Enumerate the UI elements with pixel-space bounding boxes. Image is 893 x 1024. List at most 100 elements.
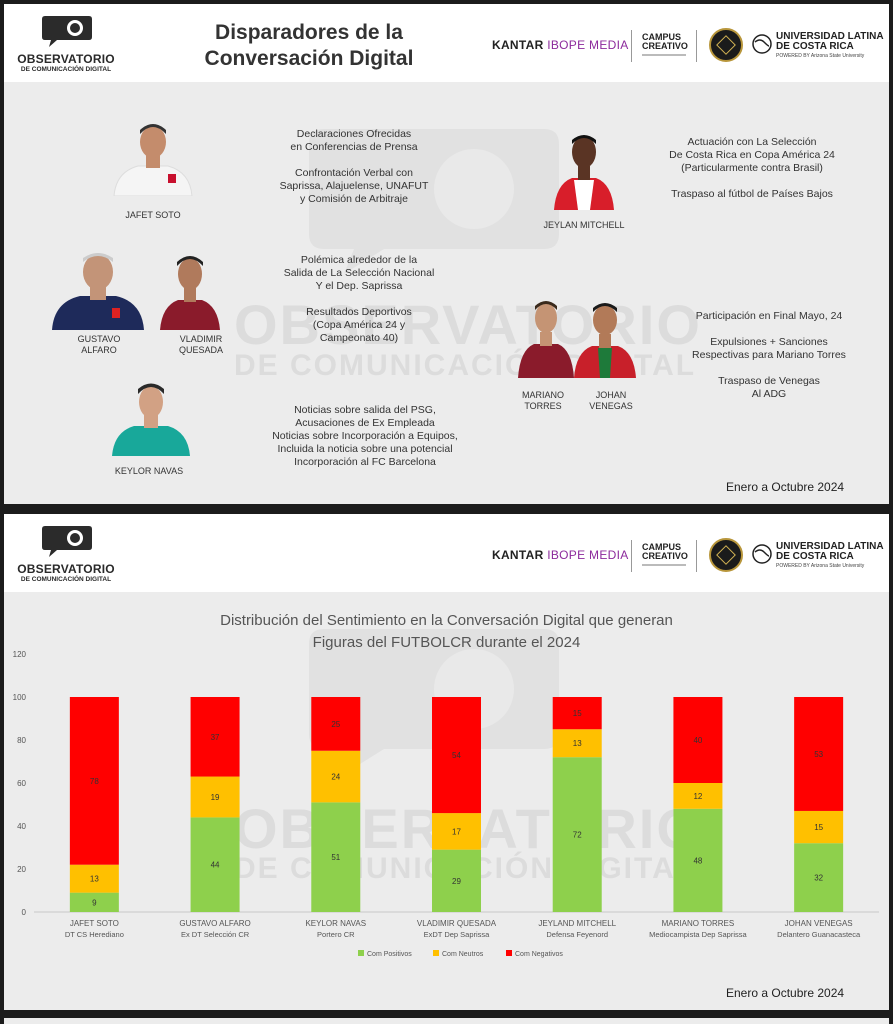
observatorio-logo: OBSERVATORIO DE COMUNICACIÓN DIGITAL [16,524,116,586]
x-tick-sublabel: Mediocampista Dep Saprissa [649,930,747,939]
divider [631,540,632,572]
bar-segment [673,783,723,809]
x-tick-sublabel: Ex DT Selección CR [181,930,250,939]
triggers-panel: OBSERVATORIO DE COMUNICACIÓN DIGITAL Dis… [4,4,889,504]
seal-inner [716,35,736,55]
keylor-navas-label: KEYLOR NAVAS [114,466,184,476]
seal-inner [716,545,736,565]
globe-icon [752,544,772,564]
kantar-logo: KANTAR IBOPE MEDIA [492,548,629,562]
bar-segment [432,849,481,912]
watermark-bubble-icon [309,129,559,274]
y-tick-label: 60 [17,779,26,788]
chart-title: Distribución del Sentimiento en la Conve… [4,610,889,654]
gustavo-vladimir-description: Polémica alrededor de la Salida de La Se… [283,254,435,344]
watermark-title: OBSERVATORIO [234,293,702,356]
ulat-line-2: DE COSTA RICA [776,551,854,562]
jafet-soto-description: Declaraciones Ofrecidas en Conferencias … [279,128,429,205]
ulat-line-1: UNIVERSIDAD LATINA [776,31,884,42]
divider [696,30,697,62]
legend-entry: Com Positivos [367,951,412,958]
x-tick-label: JOHAN VENEGAS [785,919,853,928]
mariano-torres-label: MARIANO TORRES [521,390,564,411]
bar-segment [432,813,481,850]
data-label: 54 [452,751,461,760]
legend-entry: Com Neutros [442,951,484,958]
logo-title: OBSERVATORIO [17,52,115,66]
x-tick-sublabel: Delantero Guanacasteca [777,930,861,939]
observatorio-logo: OBSERVATORIO DE COMUNICACIÓN DIGITAL [16,14,116,76]
bar-segment [673,808,723,912]
mariano-johan-description: Participación en Final Mayo, 24 Expulsio… [692,310,846,400]
gustavo-alfaro-label: GUSTAVO ALFARO [77,334,121,355]
ulat-powered-by: POWERED BY Arizona State University [776,563,865,569]
period-label: Enero a Octubre 2024 [726,480,845,494]
sentiment-stacked-bar-chart: 0 20 40 60 80 100 120 9 13 78 JAFET SOTO DT CS Here… [13,650,879,958]
speech-bubble-icon [42,16,92,47]
bar-segment [311,697,361,751]
campus-underline [642,564,686,566]
vladimir-quesada-label: VLADIMIR QUESADA [178,334,223,355]
data-label: 72 [573,831,582,840]
divider [696,540,697,572]
bar-segment [311,802,361,912]
data-label: 48 [693,856,702,865]
bar-segment [552,757,602,912]
bar-segment [673,697,723,783]
data-label: 15 [573,709,582,718]
data-label: 13 [90,875,99,884]
y-tick-label: 40 [17,822,26,831]
campus-line-2: CREATIVO [642,551,688,561]
campus-line-1: CAMPUS [642,32,682,42]
bar-segment [552,729,602,758]
data-label: 37 [211,733,220,742]
university-seal-icon [709,538,743,572]
johan-venegas-photo [574,303,636,378]
keylor-navas-photo [112,383,190,456]
vladimir-quesada-photo [160,256,220,330]
data-label: 78 [90,777,99,786]
chart-title-line-2: Figuras del FUTBOLCR durante el 2024 [312,634,581,651]
title-line-1: Disparadores de la [215,21,403,44]
bar-segment [552,697,602,730]
ulatina-logo: UNIVERSIDAD LATINA DE COSTA RICA [776,32,884,52]
mariano-torres-photo [518,301,574,378]
ibope-text: IBOPE MEDIA [547,38,629,52]
data-label: 29 [452,877,461,886]
legend-swatch [358,950,364,956]
ulat-line-1: UNIVERSIDAD LATINA [776,541,884,552]
campus-line-2: CREATIVO [642,41,688,51]
sentiment-chart-panel: OBSERVATORIO DE COMUNICACIÓN DIGITAL KAN… [4,514,889,1010]
bar-segment [190,776,240,818]
data-label: 53 [814,750,823,759]
data-label: 32 [814,874,823,883]
data-label: 19 [211,793,220,802]
y-tick-label: 20 [17,865,26,874]
x-tick-label: MARIANO TORRES [662,919,735,928]
chart-title-line-1: Distribución del Sentimiento en la Conve… [220,612,673,629]
data-label: 15 [814,823,823,832]
campus-creativo-logo: CAMPUS CREATIVO [642,543,688,561]
university-seal-icon [709,28,743,62]
data-label: 24 [331,773,340,782]
legend-entry: Com Negativos [515,951,563,958]
x-tick-sublabel: Defensa Feyenord [546,930,608,939]
divider [631,30,632,62]
bar-segment [794,843,844,912]
x-tick-label: VLADIMIR QUESADA [417,919,497,928]
logo-subtitle: DE COMUNICACIÓN DIGITAL [20,66,112,73]
bar-segment [69,697,119,865]
x-tick-sublabel: Portero CR [317,930,355,939]
x-tick-sublabel: ExDT Dep Saprissa [424,930,491,939]
globe-icon [752,34,772,54]
jeylan-mitchell-photo [554,135,614,210]
x-tick-sublabel: DT CS Herediano [65,930,124,939]
kantar-text: KANTAR [492,38,544,52]
kantar-text: KANTAR [492,548,544,562]
period-label: Enero a Octubre 2024 [726,986,845,1000]
kantar-logo: KANTAR IBOPE MEDIA [492,38,629,52]
data-label: 12 [693,792,702,801]
jeylan-mitchell-label: JEYLAN MITCHELL [543,220,625,230]
bar-segment [190,817,240,912]
y-tick-label: 120 [13,650,27,659]
